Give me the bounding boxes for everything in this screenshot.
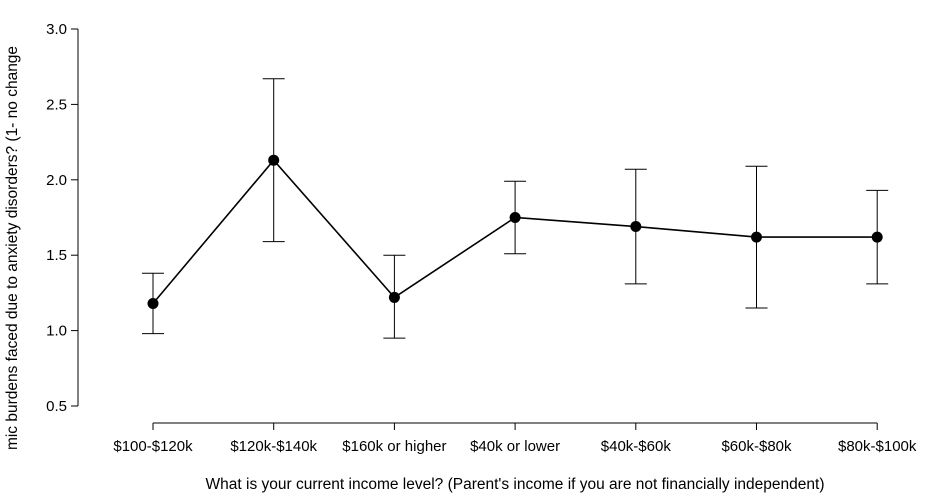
data-point [630, 221, 642, 233]
y-tick-label: 2.5 [46, 96, 67, 113]
x-tick-label: $40k or lower [470, 438, 560, 455]
x-tick-label: $40k-$60k [601, 438, 672, 455]
data-point [147, 297, 159, 309]
x-tick-label: $160k or higher [342, 438, 446, 455]
data-point [509, 212, 521, 223]
data-point [871, 231, 883, 243]
data-point [388, 291, 400, 303]
error-bars [142, 78, 889, 339]
data-point [751, 231, 762, 243]
x-tick-label: $80k-$100k [838, 438, 917, 455]
data-points [147, 154, 883, 309]
x-tick-label: $100-$120k [113, 438, 193, 455]
x-tick-label: $120k-$140k [230, 438, 317, 455]
y-tick-label: 2.0 [46, 172, 67, 189]
x-axis-title: What is your current income level? (Pare… [206, 476, 825, 493]
y-tick-label: 0.5 [46, 398, 67, 415]
y-axis: 0.5 1.0 1.5 2.0 2.5 3.0 [46, 21, 79, 415]
x-tick-label: $60k-$80k [721, 438, 792, 455]
y-tick-label: 1.0 [46, 323, 67, 340]
y-tick-label: 1.5 [46, 247, 67, 264]
data-point [268, 154, 280, 166]
y-tick-label: 3.0 [46, 21, 67, 38]
x-axis: $100-$120k $120k-$140k $160k or higher $40k… [113, 422, 917, 455]
y-axis-title: mic burdens faced due to anxiety disorde… [4, 46, 21, 450]
